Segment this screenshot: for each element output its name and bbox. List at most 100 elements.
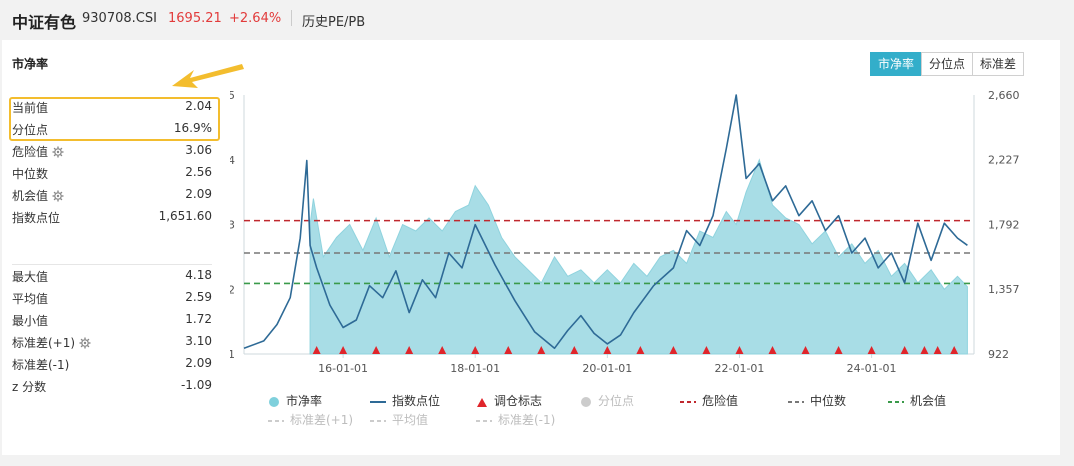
stat-row: 最大值 4.18 <box>12 266 212 286</box>
stat-value: 2.09 <box>185 187 212 201</box>
rebalance-marker <box>570 346 579 354</box>
stats-divider <box>12 264 212 265</box>
legend-swatch-icon <box>268 419 284 422</box>
legend-swatch-icon <box>680 400 696 403</box>
stat-label: 最大值 <box>12 270 49 284</box>
rebalance-marker <box>801 346 810 354</box>
y-right-tick-label: 1,792 <box>988 218 1020 231</box>
metric-tabs: 市净率 分位点 标准差 <box>870 52 1025 76</box>
stat-row: 平均值 2.59 <box>12 288 212 308</box>
y-left-tick-label: 3 <box>230 219 235 232</box>
stat-row: 标准差(-1) 2.09 <box>12 354 212 374</box>
rebalance-marker <box>920 346 929 354</box>
history-pe-pb-link[interactable]: 历史PE/PB <box>302 15 366 30</box>
rebalance-marker <box>603 346 612 354</box>
legend-item[interactable]: 机会值 <box>888 393 946 409</box>
legend-item[interactable]: 标准差(-1) <box>476 412 555 428</box>
y-left-tick-label: 5 <box>230 89 235 102</box>
legend-item[interactable]: 危险值 <box>680 393 738 409</box>
current-value-highlight <box>9 97 220 141</box>
pb-chart[interactable]: 1 2 3 4 5 922 1,357 1,792 2,227 2,660 16-01-01 18-0… <box>230 88 1030 388</box>
rebalance-marker <box>372 346 381 354</box>
pb-area <box>309 158 968 355</box>
stat-value: 3.10 <box>185 334 212 348</box>
legend-swatch-icon <box>269 396 279 407</box>
legend-swatch-icon <box>581 396 591 407</box>
rebalance-marker <box>867 346 876 354</box>
legend-item[interactable]: 分位点 <box>580 393 634 409</box>
stat-label: 标准差(+1) <box>12 334 91 352</box>
legend-label: 中位数 <box>810 394 847 408</box>
legend-swatch-icon <box>370 400 386 403</box>
legend-swatch-icon <box>477 397 487 407</box>
stat-value: -1.09 <box>180 378 212 392</box>
section-title: 市净率 <box>12 57 49 71</box>
rebalance-marker <box>900 346 909 354</box>
legend-label: 标准差(+1) <box>290 413 354 427</box>
y-left-tick-label: 4 <box>230 154 235 167</box>
stat-row: 指数点位 1,651.60 <box>12 207 212 227</box>
legend-item[interactable]: 市净率 <box>268 393 322 409</box>
rebalance-marker <box>636 346 645 354</box>
stat-row: 标准差(+1) 3.10 <box>12 332 212 352</box>
stat-value: 1,651.60 <box>158 209 212 223</box>
header-bar: 中证有色 930708.CSI 1695.21 +2.64% 历史PE/PB <box>0 0 1074 36</box>
legend-swatch-icon <box>370 419 386 422</box>
gear-icon[interactable] <box>52 146 64 161</box>
gear-icon[interactable] <box>79 337 91 352</box>
legend-swatch-icon <box>476 419 492 422</box>
legend-item[interactable]: 调仓标志 <box>476 393 542 409</box>
tab-std[interactable]: 标准差 <box>972 52 1025 76</box>
legend-label: 调仓标志 <box>494 394 543 408</box>
legend-item[interactable]: 标准差(+1) <box>268 412 353 428</box>
stat-row: 危险值 3.06 <box>12 141 212 161</box>
legend-label: 危险值 <box>702 394 739 408</box>
stat-label: 机会值 <box>12 187 64 205</box>
stat-value: 2.56 <box>185 165 212 179</box>
stat-label: 标准差(-1) <box>12 358 70 372</box>
rebalance-marker <box>471 346 480 354</box>
stat-label: 分位点 <box>12 123 49 137</box>
legend-item[interactable]: 中位数 <box>788 393 846 409</box>
legend-item[interactable]: 平均值 <box>370 412 428 428</box>
legend-item[interactable]: 指数点位 <box>370 393 440 409</box>
rebalance-marker <box>537 346 546 354</box>
x-tick-label: 20-01-01 <box>582 362 632 375</box>
rebalance-marker <box>339 346 348 354</box>
stat-value: 4.18 <box>185 268 212 282</box>
stat-value: 2.09 <box>185 356 212 370</box>
gear-icon[interactable] <box>52 190 64 205</box>
stat-value: 1.72 <box>185 312 212 326</box>
stat-label: 最小值 <box>12 314 49 328</box>
tab-percentile[interactable]: 分位点 <box>921 52 974 76</box>
y-left-tick-label: 2 <box>230 283 235 296</box>
tab-pb[interactable]: 市净率 <box>870 52 923 76</box>
legend-swatch-icon <box>888 400 904 403</box>
stat-label: 危险值 <box>12 143 64 161</box>
stat-row: 分位点 16.9% <box>12 119 212 139</box>
rebalance-marker <box>669 346 678 354</box>
y-right-tick-label: 1,357 <box>988 283 1020 296</box>
rebalance-marker <box>405 346 414 354</box>
stat-value: 16.9% <box>173 121 212 135</box>
annotation-arrow <box>172 64 244 88</box>
rebalance-marker <box>504 346 513 354</box>
index-line <box>243 94 968 350</box>
stat-label: z 分数 <box>12 380 47 394</box>
index-change: +2.64% <box>229 11 282 26</box>
legend-label: 市净率 <box>286 394 323 408</box>
legend-label: 分位点 <box>598 394 635 408</box>
stat-row: 当前值 2.04 <box>12 97 212 117</box>
stat-value: 3.06 <box>185 143 212 157</box>
stat-row: z 分数 -1.09 <box>12 376 212 396</box>
rebalance-marker <box>312 346 321 354</box>
stat-row: 最小值 1.72 <box>12 310 212 330</box>
main-panel <box>2 40 1060 455</box>
x-tick-label: 22-01-01 <box>715 362 765 375</box>
x-tick-label: 16-01-01 <box>318 362 368 375</box>
index-price: 1695.21 <box>168 11 222 26</box>
y-right-tick-label: 2,227 <box>988 154 1020 167</box>
y-right-tick-label: 2,660 <box>988 89 1020 102</box>
rebalance-marker <box>438 346 447 354</box>
y-left-tick-label: 1 <box>230 348 235 361</box>
